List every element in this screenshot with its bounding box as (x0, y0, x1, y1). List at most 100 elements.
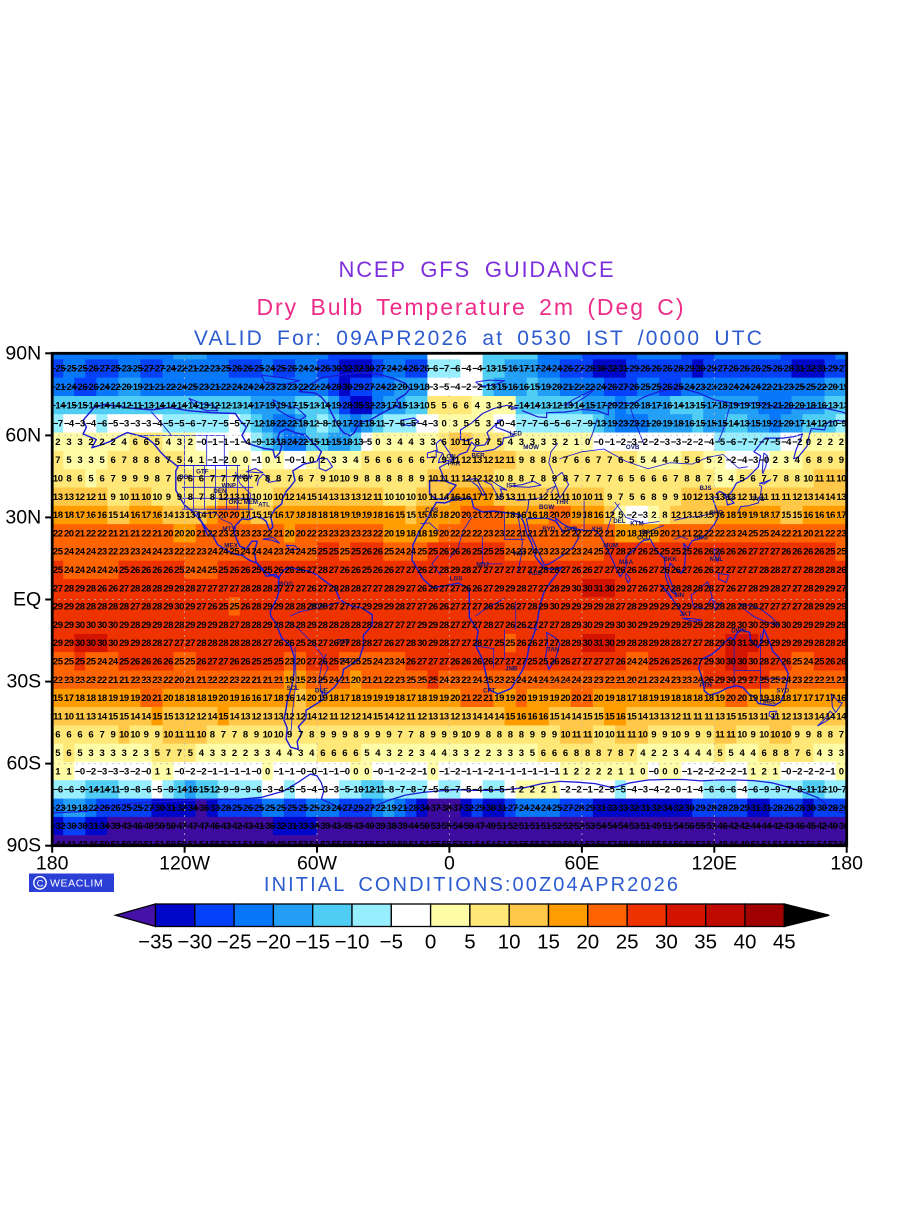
svg-text:DEL: DEL (613, 518, 626, 525)
svg-text:20: 20 (576, 931, 599, 954)
svg-text:−14−15−15−14−14−14−12−11−13−14: −14−15−15−14−14−14−12−11−13−14−14−14−14−… (50, 400, 848, 411)
svg-text:−5: −5 (380, 931, 403, 954)
svg-text:30N: 30N (5, 506, 41, 528)
svg-text:15: 15 (537, 931, 560, 954)
svg-text:SPO: SPO (339, 657, 352, 664)
svg-text:60W: 60W (297, 853, 338, 875)
svg-text:11−0−2−3−3−3−2−011−0−2−2−1−1−1: 1 1 −0−2−3−3−3−2−0 1 1 −0−2−2−1−1−1−1−0 0 −1−1−… (55, 766, 844, 777)
svg-text:ADD: ADD (529, 570, 543, 577)
svg-text:MAA: MAA (619, 559, 634, 566)
svg-text:BOI: BOI (179, 474, 190, 481)
svg-text:180: 180 (36, 853, 69, 875)
svg-text:35: 35 (694, 931, 717, 954)
svg-text:RYD: RYD (542, 526, 555, 533)
svg-text:30S: 30S (6, 671, 41, 693)
svg-text:120W: 120W (159, 853, 211, 875)
svg-text:40: 40 (734, 931, 757, 954)
svg-text:TAN: TAN (547, 647, 560, 654)
svg-text:BOG: BOG (279, 581, 293, 588)
svg-text:MEM: MEM (244, 499, 258, 506)
svg-text:GTF: GTF (196, 469, 209, 476)
svg-text:SYD: SYD (776, 688, 789, 695)
svg-text:THR: THR (556, 499, 569, 506)
svg-text:INITIAL CONDITIONS:00Z04APR202: INITIAL CONDITIONS:00Z04APR2026 (264, 874, 680, 896)
svg-text:ATL: ATL (258, 502, 270, 509)
svg-text:DXB: DXB (564, 526, 578, 533)
svg-text:CAS: CAS (425, 507, 438, 514)
svg-text:−6−6−9−14−14−11−9−8−6−5−8−14−1: −6−6−9−14−14−11−9−8−6−5−8−14−16−15−12−9−… (53, 785, 847, 796)
svg-text:KTM: KTM (630, 521, 643, 528)
svg-text:0: 0 (444, 853, 455, 875)
svg-text:NCEP GFS GUIDANCE: NCEP GFS GUIDANCE (339, 257, 616, 282)
svg-text:IST: IST (506, 482, 516, 489)
svg-text:PTH: PTH (699, 682, 712, 689)
svg-text:−25: −25 (217, 931, 252, 954)
svg-text:KRT: KRT (514, 551, 527, 558)
svg-text:25: 25 (616, 931, 639, 954)
svg-text:LGS: LGS (450, 575, 463, 582)
svg-text:NDJ: NDJ (476, 562, 489, 569)
svg-text:BKK: BKK (663, 556, 677, 563)
svg-text:KHI: KHI (592, 526, 603, 533)
svg-text:MNL: MNL (710, 556, 724, 563)
svg-text:−35: −35 (138, 931, 173, 954)
svg-text:SIN: SIN (674, 592, 685, 599)
svg-text:−44−41−42−46−50−51−50−50−51−51: −44−41−42−46−50−51−50−50−51−51−50−50−51−… (50, 840, 848, 851)
svg-text:−23−19−18−22−26−26−25−25−27−30: −23−19−18−22−26−26−25−25−27−30−31−32−34−… (50, 803, 848, 814)
svg-text:BSB: BSB (337, 638, 351, 645)
svg-text:DAC: DAC (641, 529, 655, 536)
svg-text:0: 0 (425, 931, 436, 954)
svg-text:SEL: SEL (724, 493, 736, 500)
svg-text:MEL: MEL (763, 699, 776, 706)
svg-text:DEN: DEN (213, 488, 227, 495)
svg-text:MEX: MEX (224, 543, 238, 550)
svg-text:−21−24−26−26−24−22−20−19−21−21: −21−24−26−26−24−22−20−19−21−21−22−24−25−… (50, 382, 848, 393)
svg-text:5: 5 (464, 931, 475, 954)
svg-text:LON: LON (443, 454, 457, 461)
svg-text:EQ: EQ (13, 589, 41, 611)
svg-text:SCL: SCL (287, 685, 300, 692)
svg-text:−30: −30 (177, 931, 212, 954)
svg-text:−10: −10 (335, 931, 370, 954)
svg-text:BUE: BUE (315, 688, 328, 695)
svg-text:CCU: CCU (637, 534, 651, 541)
svg-text:−25−25−25−26−27−25−23−25−27−27: −25−25−25−26−27−25−23−25−27−27−24−22−21−… (50, 364, 848, 375)
svg-text:C: C (37, 878, 44, 889)
svg-text:30: 30 (655, 931, 678, 954)
svg-text:Dry Bulb Temperature 2m (Deg C: Dry Bulb Temperature 2m (Deg C) (257, 294, 686, 320)
svg-text:WEACLIM: WEACLIM (50, 878, 103, 890)
svg-text:60S: 60S (6, 753, 41, 775)
svg-text:BJS: BJS (699, 485, 711, 492)
svg-text:MOW: MOW (523, 444, 539, 451)
svg-text:VALID For: 09APR2026 at 0530 I: VALID For: 09APR2026 at 0530 IST /0000 U… (194, 327, 764, 350)
svg-text:60E: 60E (565, 853, 600, 875)
svg-text:−20: −20 (256, 931, 291, 954)
svg-text:BER: BER (472, 452, 486, 459)
svg-text:180: 180 (830, 853, 863, 875)
svg-text:CPT: CPT (483, 688, 496, 695)
svg-text:60N: 60N (5, 424, 41, 446)
svg-text:ALG: ALG (450, 496, 463, 503)
svg-text:PAR: PAR (448, 461, 461, 468)
svg-text:MTY: MTY (222, 526, 236, 533)
svg-text:45: 45 (773, 931, 796, 954)
svg-text:90N: 90N (5, 342, 41, 364)
svg-text:−15: −15 (295, 931, 330, 954)
svg-text:BGW: BGW (539, 504, 554, 511)
